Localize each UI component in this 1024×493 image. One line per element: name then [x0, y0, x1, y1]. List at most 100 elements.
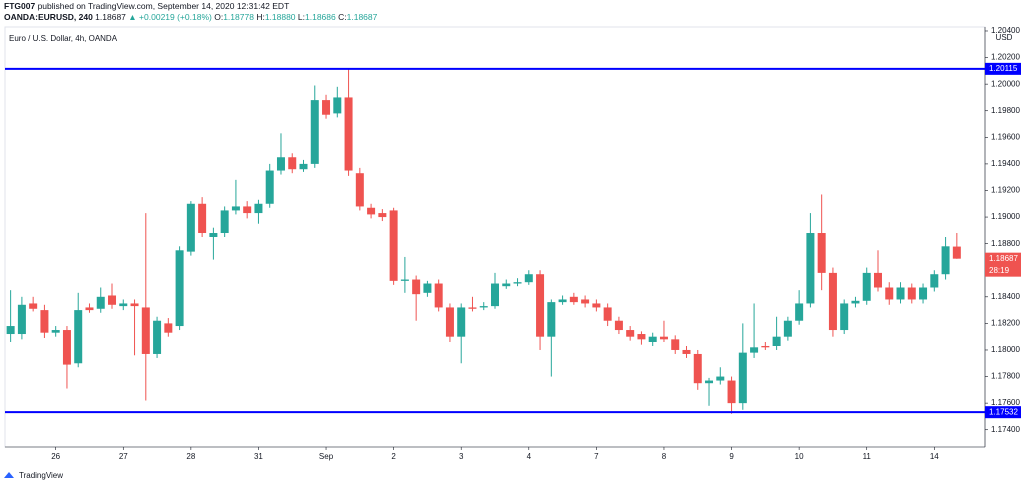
y-tick-label: 1.19400: [991, 159, 1020, 168]
candle-body: [536, 274, 545, 337]
candle-body: [795, 303, 804, 321]
y-tick-label: 1.20000: [991, 79, 1020, 88]
candle-body: [772, 336, 781, 346]
last-price-tag: [985, 252, 1021, 277]
price-tag: [985, 62, 1021, 75]
candle-body: [479, 306, 488, 308]
candle-body: [265, 170, 274, 204]
candle-body: [108, 295, 117, 305]
candle-body: [851, 300, 860, 304]
candle-body: [592, 303, 601, 308]
candle-body: [254, 203, 263, 214]
x-tick-label: 27: [119, 452, 128, 461]
candle-body: [389, 210, 398, 281]
x-tick-label: 3: [459, 452, 464, 461]
candle-body: [828, 272, 837, 331]
x-tick-label: 31: [254, 452, 263, 461]
candle-body: [603, 307, 612, 321]
candle-body: [276, 157, 285, 171]
candle-body: [310, 100, 319, 164]
candle-body: [873, 272, 882, 288]
candle-body: [164, 323, 173, 333]
candle-body: [693, 353, 702, 384]
y-tick-label: 1.17600: [991, 398, 1020, 407]
candle-body: [322, 100, 331, 115]
c-key: C:: [338, 12, 347, 22]
change: ▲ +0.00219 (+0.18%): [128, 12, 212, 22]
candle-body: [840, 303, 849, 331]
candle-body: [547, 302, 556, 337]
x-tick-label: 28: [186, 452, 195, 461]
candle-body: [378, 213, 387, 218]
currency: USD: [996, 33, 1013, 42]
plot-frame: [4, 26, 986, 448]
header-line-2: OANDA:EURUSD, 240 1.18687 ▲ +0.00219 (+0…: [4, 12, 378, 22]
candle-body: [333, 97, 342, 114]
x-tick-label: 8: [662, 452, 667, 461]
o-val: 1.18778: [223, 12, 254, 22]
candle-body: [355, 173, 364, 207]
candle-body: [400, 279, 409, 281]
candle-body: [153, 320, 162, 354]
candle-body: [614, 320, 623, 331]
x-tick-label: 10: [795, 452, 804, 461]
y-tick-label: 1.20400: [991, 26, 1020, 35]
candle-body: [367, 207, 376, 215]
candle-body: [175, 250, 184, 327]
y-tick-label: 1.19800: [991, 106, 1020, 115]
x-tick-label: 14: [930, 452, 939, 461]
candle-body: [130, 303, 139, 307]
author: FTG007: [4, 1, 35, 11]
y-tick-label: 1.19000: [991, 212, 1020, 221]
candle-body: [17, 304, 26, 335]
x-tick-label: 2: [391, 452, 396, 461]
countdown: 28:19: [989, 266, 1010, 275]
symbol: OANDA:EURUSD, 240: [4, 12, 93, 22]
logo-icon: [4, 472, 14, 478]
x-tick-label: 4: [527, 452, 532, 461]
candle-body: [468, 307, 477, 309]
candle-body: [569, 296, 578, 303]
y-tick-label: 1.20200: [991, 53, 1020, 62]
candle-body: [761, 345, 770, 348]
y-tick-label: 1.18800: [991, 239, 1020, 248]
candle-body: [434, 283, 443, 308]
footer-logo: TradingView: [19, 471, 63, 480]
candle-body: [659, 336, 668, 340]
y-tick-label: 1.18400: [991, 292, 1020, 301]
candle-body: [220, 210, 229, 234]
candle-body: [243, 206, 252, 214]
candle-body: [209, 233, 218, 237]
candle-body: [299, 163, 308, 170]
candle-body: [96, 296, 105, 309]
header-line-1: FTG007 published on TradingView.com, Sep…: [4, 1, 289, 11]
candle-body: [862, 272, 871, 301]
candle-body: [491, 283, 499, 307]
candle-body: [896, 287, 905, 300]
candle-body: [930, 274, 939, 288]
candle-body: [626, 330, 635, 337]
candle-body: [445, 307, 454, 337]
chart-title: Euro / U.S. Dollar, 4h, OANDA: [9, 34, 118, 43]
c-val: 1.18687: [347, 12, 378, 22]
price-tag: [985, 406, 1021, 419]
published: published on TradingView.com, September …: [38, 1, 290, 11]
price-tag-label: 1.20115: [989, 64, 1018, 73]
candle-body: [919, 287, 928, 300]
y-tick-label: 1.17400: [991, 425, 1020, 434]
candle-body: [198, 203, 207, 234]
candle-body: [40, 310, 49, 333]
y-tick-label: 1.19600: [991, 132, 1020, 141]
h-key: H:: [256, 12, 265, 22]
candle-body: [907, 287, 916, 300]
last: 1.18687: [95, 12, 126, 22]
candle-body: [716, 376, 725, 381]
candle-body: [648, 336, 657, 342]
candle-body: [344, 97, 353, 171]
candle-body: [705, 380, 714, 384]
candle-body: [885, 287, 894, 300]
o-key: O:: [214, 12, 223, 22]
candle-body: [29, 303, 38, 309]
candle-body: [74, 310, 83, 364]
candle-body: [682, 349, 691, 354]
